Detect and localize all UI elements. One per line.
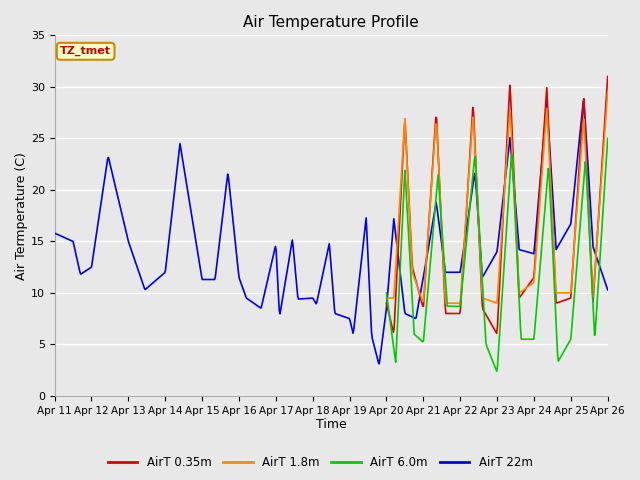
Title: Air Temperature Profile: Air Temperature Profile: [243, 15, 419, 30]
X-axis label: Time: Time: [316, 419, 346, 432]
Legend: AirT 0.35m, AirT 1.8m, AirT 6.0m, AirT 22m: AirT 0.35m, AirT 1.8m, AirT 6.0m, AirT 2…: [103, 452, 537, 474]
Y-axis label: Air Termperature (C): Air Termperature (C): [15, 152, 28, 279]
Text: TZ_tmet: TZ_tmet: [60, 46, 111, 57]
